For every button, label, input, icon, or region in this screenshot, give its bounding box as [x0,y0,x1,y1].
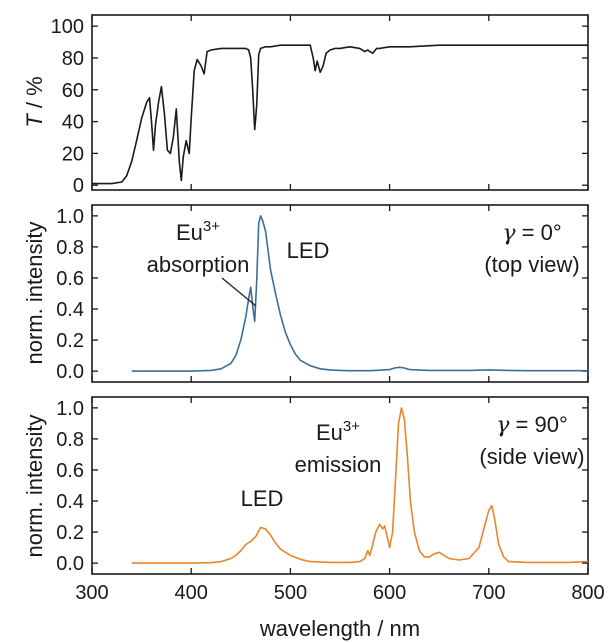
y-axis-label: T / % [22,76,47,127]
x-tick-label: 800 [571,582,604,604]
annotation-pointer-line [221,277,257,307]
y-tick-label: 0 [73,175,84,197]
x-axis-label: wavelength / nm [259,616,420,641]
x-tick-label: 400 [175,582,208,604]
y-tick-label: 40 [62,112,84,134]
led-annotation: LED [287,238,330,263]
y-tick-label: 60 [62,80,84,102]
x-tick-label: 500 [274,582,307,604]
plot-frame [91,396,589,575]
y-tick-label: 0.8 [56,429,84,451]
y-tick-label: 0.8 [56,237,84,259]
view-angle-annotation-line2: (top view) [484,252,579,277]
y-tick-label: 0.6 [56,460,84,482]
plot-frame [91,204,589,383]
y-axis: 0.0 0.2 0.4 0.6 0.8 1.0 [56,206,588,383]
x-tick-label: 300 [75,582,108,604]
eu-absorption-annotation-line2: absorption [147,252,250,277]
y-tick-label: 100 [51,16,84,38]
y-axis: 0 20 40 60 80 100 [51,16,588,197]
y-tick-label: 1.0 [56,398,84,420]
top-view-intensity-line [131,215,588,372]
side-view-intensity-line [131,407,589,564]
y-axis-label: norm. intensity [22,221,47,364]
y-tick-label: 0.0 [56,361,84,383]
top-view-panel: 0.00.20.40.60.81.0 norm. intensity Eu3+ … [22,204,589,383]
y-tick-label: 0.4 [56,491,84,513]
transmission-panel: 0 20 40 60 80 100 T / % [22,14,589,197]
eu-emission-annotation-line2: emission [295,452,382,477]
view-angle-annotation: γ = 90° [496,412,568,438]
x-tick-label: 600 [373,582,406,604]
y-tick-label: 1.0 [56,206,84,228]
eu-emission-annotation: Eu3+ [316,418,360,445]
y-tick-label: 0.0 [56,553,84,575]
y-tick-label: 0.2 [56,522,84,544]
y-tick-label: 0.4 [56,299,84,321]
eu-absorption-annotation: Eu3+ [176,218,220,245]
y-tick-label: 80 [62,48,84,70]
view-angle-annotation: γ = 0° [502,220,561,246]
y-axis: 0.0 0.2 0.4 0.6 0.8 1.0 [56,398,588,575]
transmission-line [92,44,588,185]
x-axis-ticks [91,205,589,382]
y-axis-label: norm. intensity [22,414,47,557]
y-tick-label: 20 [62,143,84,165]
led-annotation: LED [241,486,284,511]
y-tick-label: 0.2 [56,330,84,352]
x-axis: 300 400 500 600 700 800 [75,397,605,604]
y-tick-label: 0.6 [56,268,84,290]
x-tick-label: 700 [472,582,505,604]
view-angle-annotation-line2: (side view) [479,444,584,469]
x-axis-ticks [91,15,589,190]
plot-frame [91,14,589,191]
side-view-panel: 0.0 0.2 0.4 0.6 0.8 1.0 300 400 500 600 700 800 no… [22,396,605,604]
